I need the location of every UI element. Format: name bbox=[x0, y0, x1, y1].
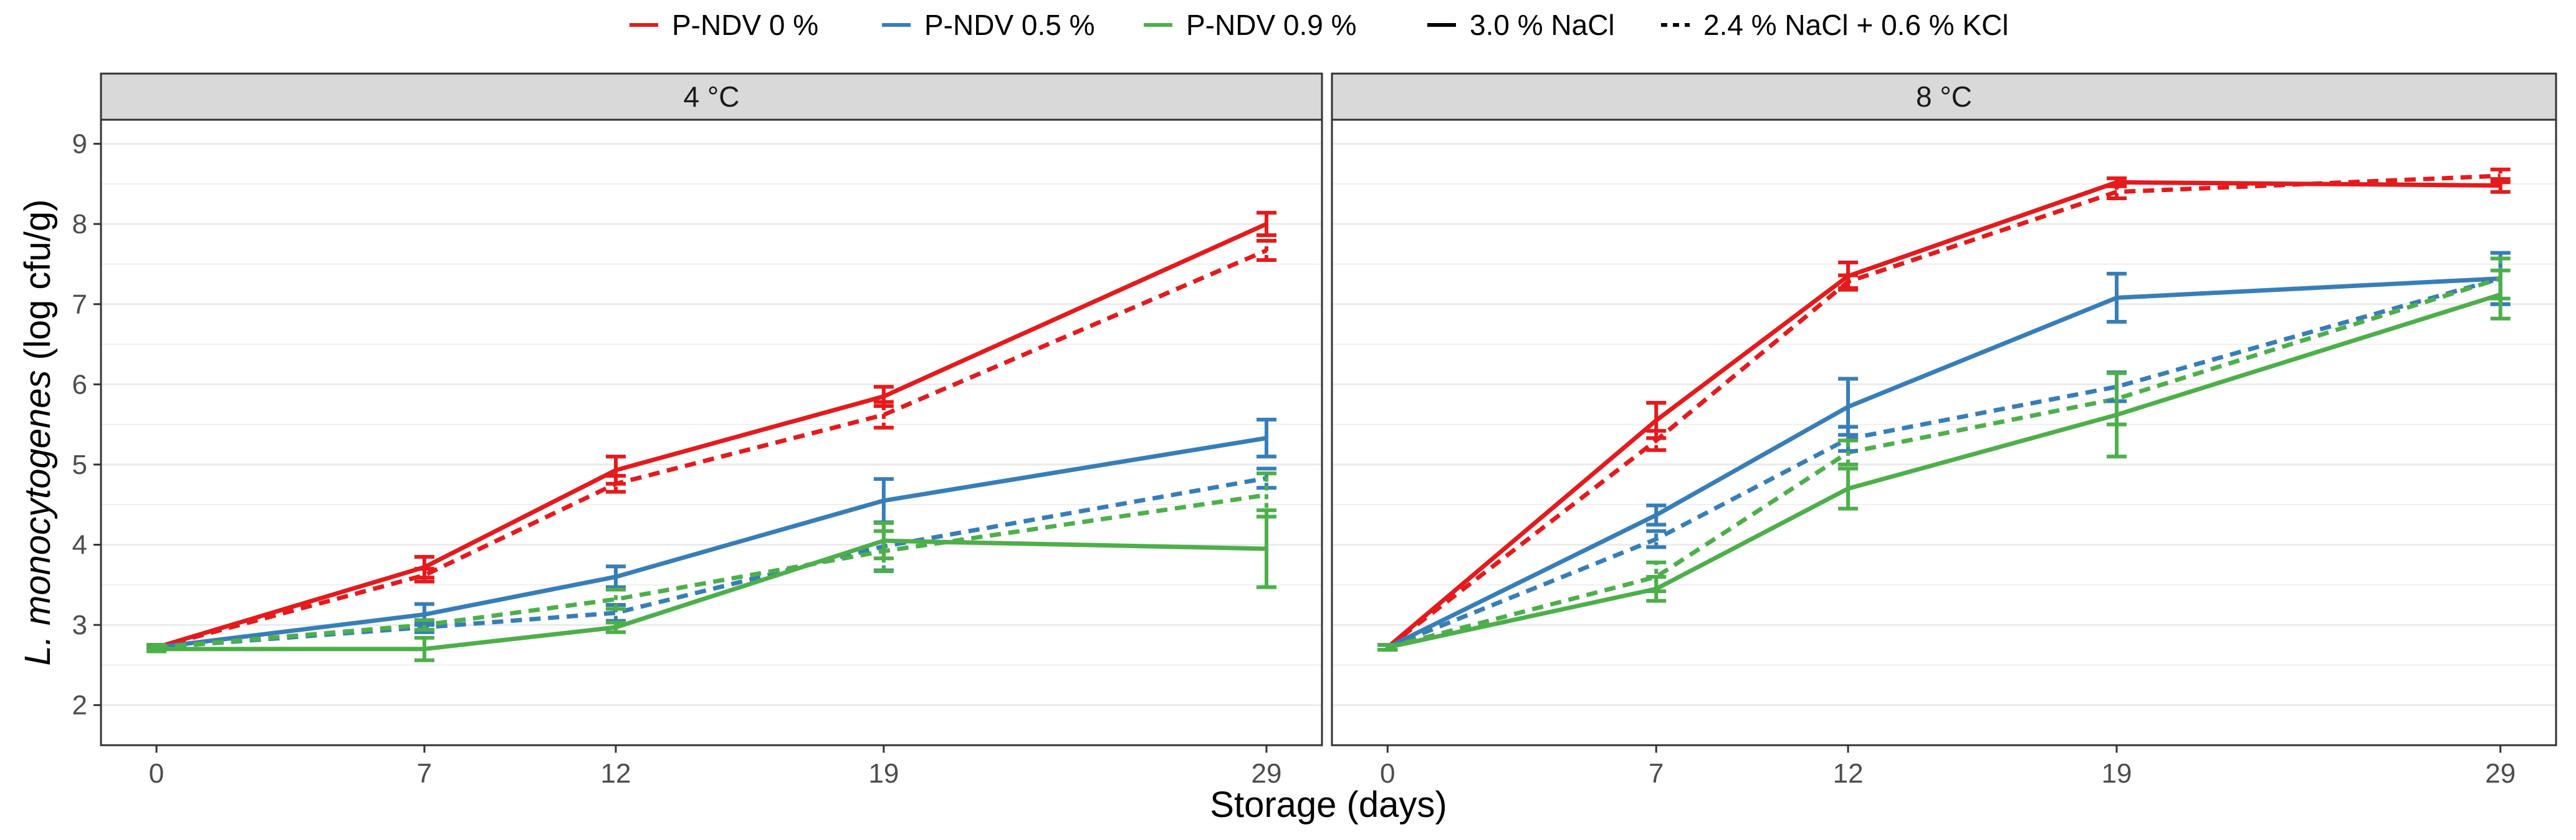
y-tick-label-3: 4 bbox=[72, 530, 87, 561]
x-tick-label-2-5: 29 bbox=[2485, 758, 2516, 789]
facet-label-2: 8 °C bbox=[1916, 80, 1972, 113]
y-tick-label-4: 5 bbox=[72, 450, 87, 480]
x-tick-label-2-2: 7 bbox=[1649, 758, 1664, 789]
legend-label-3: P-NDV 0.9 % bbox=[1186, 9, 1357, 41]
x-tick-label-1-4: 19 bbox=[868, 758, 899, 789]
error-bar-panel1-s2-p4 bbox=[873, 400, 894, 430]
legend-label-2: P-NDV 0.5 % bbox=[924, 9, 1095, 41]
y-tick-label-5: 6 bbox=[72, 369, 87, 400]
legend-label-5: 2.4 % NaCl + 0.6 % KCl bbox=[1703, 9, 2009, 41]
error-bar-panel1-s6-p4 bbox=[873, 529, 894, 573]
x-tick-label-1-2: 7 bbox=[417, 758, 432, 789]
y-tick-label-7: 8 bbox=[72, 209, 87, 239]
error-bar-panel1-s6-p2 bbox=[414, 618, 434, 632]
x-tick-label-2-1: 0 bbox=[1380, 758, 1395, 789]
error-bar-panel1-s3-p5 bbox=[1256, 417, 1276, 459]
error-bar-panel2-s6-p3 bbox=[1838, 438, 1859, 466]
y-tick-label-8: 9 bbox=[72, 129, 87, 160]
error-bar-panel1-s2-p2 bbox=[414, 567, 434, 584]
error-bar-panel2-s6-p4 bbox=[2107, 371, 2127, 427]
error-bar-panel1-s2-p3 bbox=[605, 473, 626, 494]
error-bar-panel2-s6-p1 bbox=[1377, 643, 1398, 652]
error-bar-panel2-s2-p3 bbox=[1838, 273, 1859, 291]
error-bar-panel1-s3-p3 bbox=[605, 564, 626, 589]
x-tick-label-1-1: 0 bbox=[149, 758, 164, 789]
y-tick-label-6: 7 bbox=[72, 289, 87, 320]
error-bar-panel2-s6-p2 bbox=[1646, 560, 1667, 594]
legend-label-4: 3.0 % NaCl bbox=[1470, 9, 1615, 41]
error-bar-panel2-s4-p2 bbox=[1646, 529, 1667, 549]
x-tick-label-1-5: 29 bbox=[1251, 758, 1281, 789]
panel-background-1 bbox=[101, 120, 1322, 745]
error-bar-panel2-s2-p4 bbox=[2107, 183, 2127, 201]
error-bar-panel2-s2-p5 bbox=[2490, 167, 2511, 185]
error-bar-panel1-s6-p5 bbox=[1256, 471, 1276, 519]
error-bar-panel2-s6-p5 bbox=[2490, 256, 2511, 301]
error-bar-panel2-s2-p2 bbox=[1646, 428, 1667, 452]
error-bar-panel1-s1-p5 bbox=[1256, 211, 1276, 238]
error-bar-panel1-s5-p5 bbox=[1256, 508, 1276, 589]
error-bar-panel1-s5-p3 bbox=[605, 620, 626, 634]
y-axis-title: L. monocytogenes (log cfu/g) bbox=[17, 200, 58, 666]
error-bar-panel1-s6-p3 bbox=[605, 587, 626, 611]
x-tick-label-1-3: 12 bbox=[600, 758, 631, 789]
error-bar-panel2-s3-p2 bbox=[1646, 503, 1667, 527]
y-tick-label-2: 3 bbox=[72, 610, 87, 640]
y-axis-title-units: (log cfu/g) bbox=[17, 200, 58, 370]
error-bar-panel2-s5-p3 bbox=[1838, 466, 1859, 511]
x-tick-label-2-3: 12 bbox=[1833, 758, 1864, 789]
facet-label-1: 4 °C bbox=[684, 80, 740, 113]
facet-strip-1 bbox=[100, 72, 1323, 121]
series-line-panel1-6 bbox=[156, 493, 1267, 650]
error-bar-panel1-s5-p2 bbox=[414, 635, 434, 662]
y-axis-title-italic: L. monocytogenes bbox=[17, 370, 58, 666]
facet-strip-2 bbox=[1331, 72, 2557, 121]
x-axis-title: Storage (days) bbox=[1210, 784, 1447, 825]
error-bar-panel1-s6-p1 bbox=[146, 643, 167, 652]
panel-border-1 bbox=[100, 118, 1323, 746]
error-bar-panel1-s2-p5 bbox=[1256, 239, 1276, 263]
legend-label-1: P-NDV 0 % bbox=[672, 9, 818, 41]
x-tick-label-2-4: 19 bbox=[2102, 758, 2132, 789]
y-tick-label-1: 2 bbox=[72, 690, 87, 721]
panel-border-2 bbox=[1331, 118, 2557, 746]
error-bar-panel2-s3-p4 bbox=[2107, 271, 2127, 324]
